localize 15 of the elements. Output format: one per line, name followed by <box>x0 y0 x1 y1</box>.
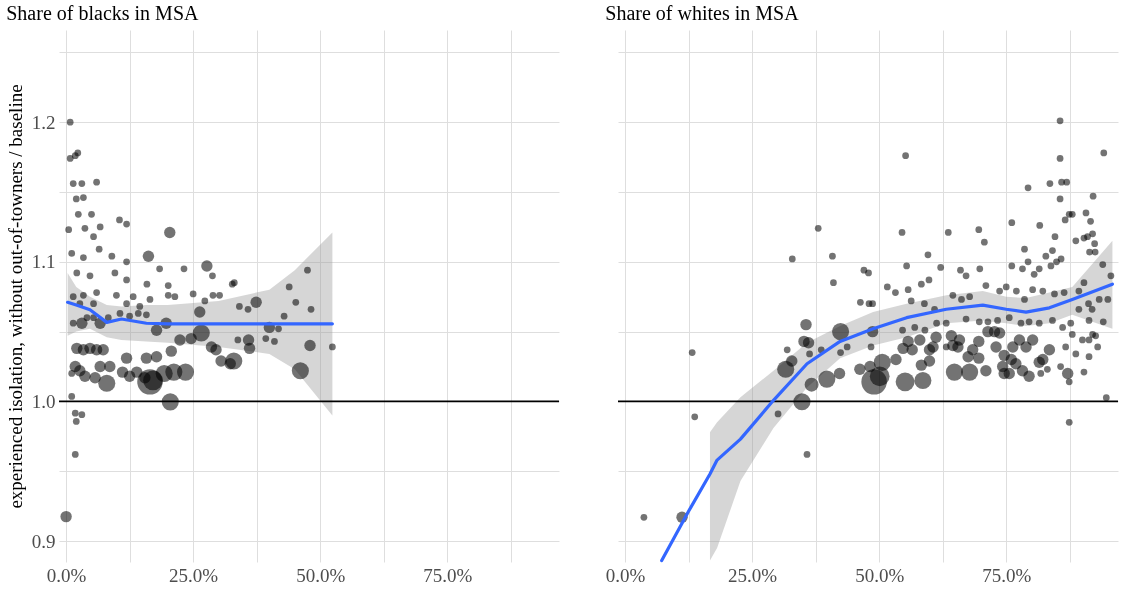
x-tick-label: 75.0% <box>423 564 473 586</box>
x-tick-label: 0.0% <box>46 564 87 586</box>
y-tick-label: 1.1 <box>31 251 56 273</box>
x-tick-label: 25.0% <box>728 564 778 586</box>
x-tick-label: 25.0% <box>169 564 219 586</box>
y-tick-label: 1.2 <box>31 111 56 133</box>
chart-title: Share of whites in MSA <box>605 2 800 24</box>
x-tick-label: 50.0% <box>296 564 346 586</box>
x-tick-label: 50.0% <box>855 564 905 586</box>
y-tick-label: 0.9 <box>31 530 56 552</box>
y-axis-title: experienced isolation, without out-of-towners / baseline <box>4 84 26 509</box>
x-tick-label: 0.0% <box>605 564 646 586</box>
chart-title: Share of blacks in MSA <box>6 2 199 24</box>
x-tick-label: 75.0% <box>982 564 1032 586</box>
y-tick-label: 1.0 <box>31 390 56 412</box>
